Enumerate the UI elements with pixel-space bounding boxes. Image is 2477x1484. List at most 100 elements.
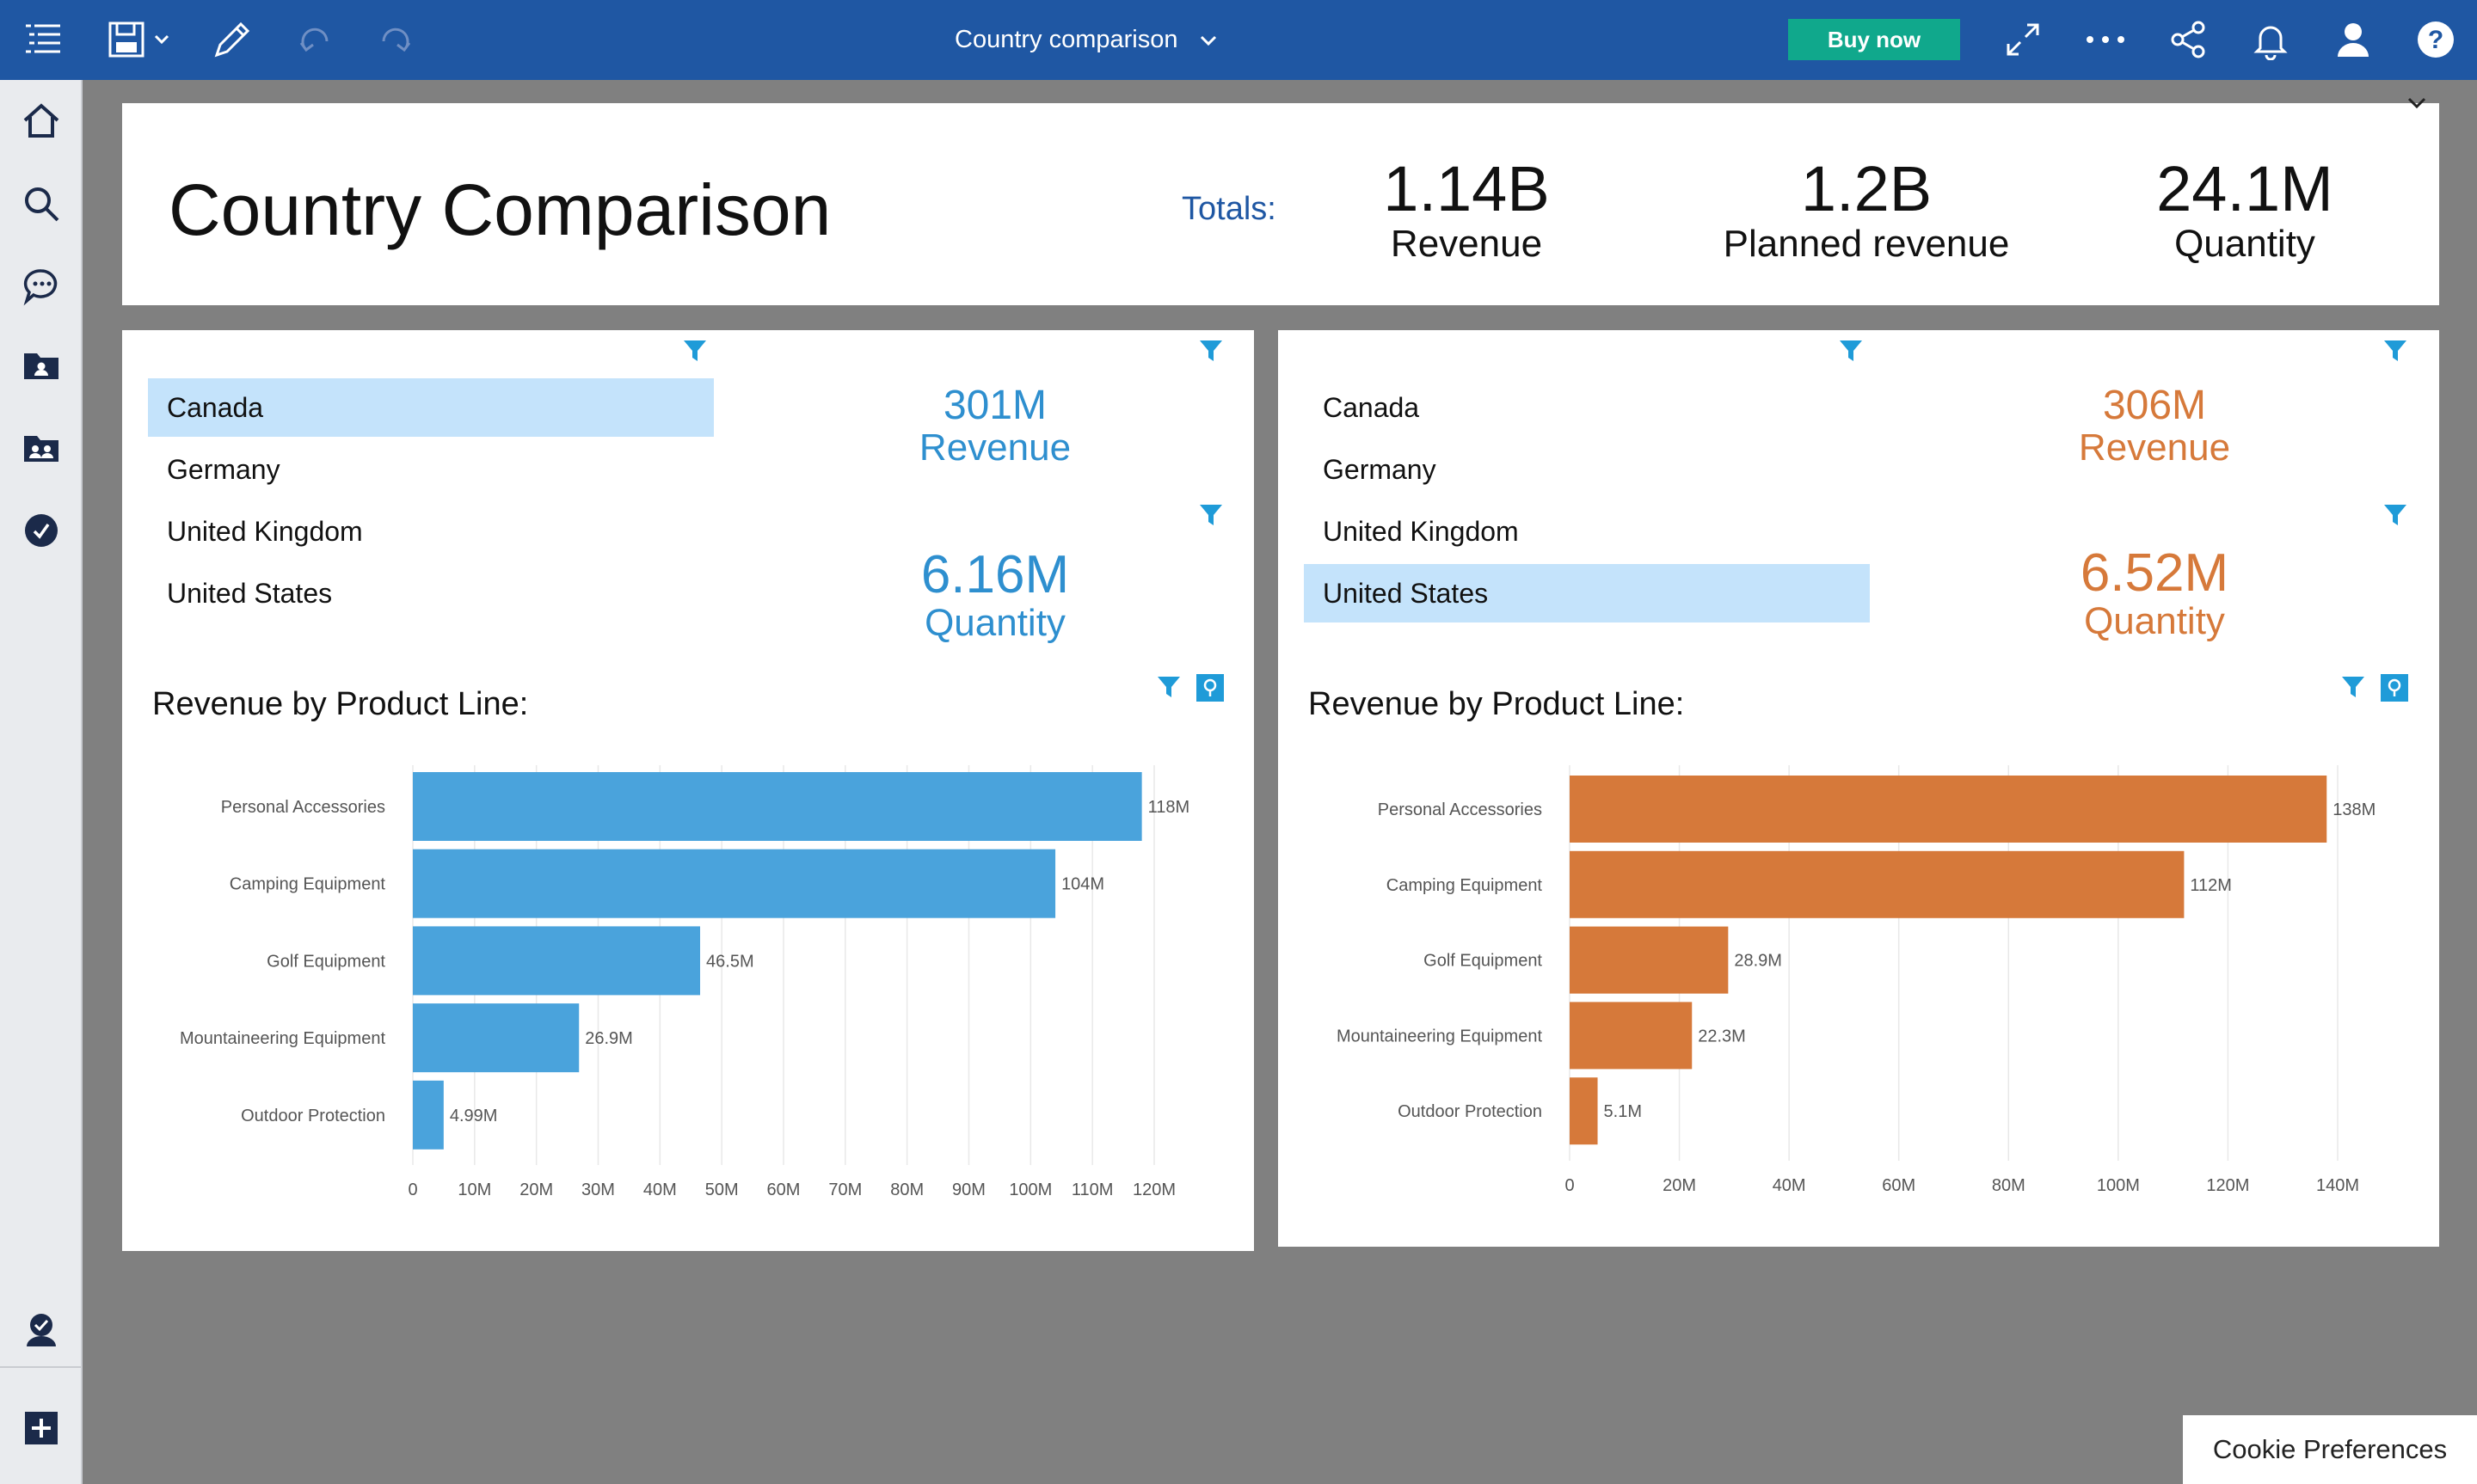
x-tick-label: 10M — [458, 1180, 491, 1199]
data-label: 28.9M — [1734, 952, 1782, 971]
rail-divider — [0, 1366, 83, 1368]
edit-button[interactable] — [205, 15, 260, 64]
x-tick-label: 0 — [408, 1180, 417, 1199]
data-label: 4.99M — [450, 1107, 498, 1125]
more-options-button[interactable] — [2078, 15, 2133, 64]
cookie-preferences-button[interactable]: Cookie Preferences — [2183, 1415, 2477, 1484]
metric-label: Revenue — [2078, 426, 2231, 469]
filter-icon[interactable] — [2340, 674, 2366, 700]
insights-icon[interactable] — [1196, 674, 1224, 702]
metric-value: 6.52M — [2080, 543, 2229, 603]
filter-icon[interactable] — [2382, 502, 2408, 528]
category-label: Outdoor Protection — [1398, 1102, 1542, 1121]
share-icon — [2171, 21, 2205, 58]
x-tick-label: 90M — [952, 1180, 986, 1199]
x-tick-label: 40M — [1773, 1176, 1806, 1195]
bar-chart-svg: 0 10M 20M 30M 40M 50M 60M 70M 80M 90M 100M 110M 120M… — [180, 765, 1189, 1199]
x-tick-label: 100M — [2097, 1176, 2140, 1195]
country-item[interactable]: Canada — [1323, 391, 1420, 423]
country-item[interactable]: United Kingdom — [1323, 515, 1519, 547]
kpi-revenue: 1.14B Revenue — [1346, 155, 1587, 265]
country-item[interactable]: Germany — [1323, 453, 1436, 485]
team-content-button[interactable] — [0, 414, 83, 482]
dashboard-title-dropdown[interactable]: Country comparison — [955, 0, 1230, 80]
filter-icon[interactable] — [1838, 338, 1864, 364]
bar — [413, 849, 1056, 918]
expand-icon — [2007, 23, 2039, 56]
dashboard-title: Country comparison — [955, 26, 1178, 53]
recent-button[interactable] — [0, 496, 83, 565]
my-content-button[interactable] — [0, 331, 83, 400]
svg-text:?: ? — [2428, 26, 2443, 54]
folder-team-icon — [24, 436, 58, 462]
bar — [1570, 1002, 1693, 1070]
filter-icon[interactable] — [1156, 674, 1182, 700]
bar — [413, 772, 1142, 841]
category-label: Golf Equipment — [267, 952, 385, 971]
country-item[interactable]: Germany — [167, 453, 280, 485]
insights-icon[interactable] — [2381, 674, 2408, 702]
search-button[interactable] — [0, 169, 83, 238]
chevron-down-icon — [1200, 35, 1216, 46]
kpi-value: 1.2B — [1800, 153, 1933, 224]
data-label: 5.1M — [1604, 1102, 1642, 1121]
metric-value: 306M — [2102, 383, 2207, 428]
save-button[interactable] — [100, 15, 177, 64]
chevron-down-icon[interactable] — [2406, 95, 2428, 112]
chat-icon — [23, 269, 58, 306]
left-chart-title: Revenue by Product Line: — [152, 686, 529, 722]
share-button[interactable] — [2160, 15, 2216, 64]
kpi-value: 1.14B — [1383, 153, 1550, 224]
notifications-button[interactable] — [2243, 15, 2298, 64]
plus-icon — [25, 1412, 58, 1444]
undo-icon — [299, 28, 329, 52]
data-label: 26.9M — [585, 1029, 633, 1048]
metric-label: Revenue — [919, 426, 1072, 469]
filter-icon[interactable] — [1198, 502, 1224, 528]
clock-icon — [25, 514, 58, 547]
filter-icon[interactable] — [682, 338, 708, 364]
right-chart-title: Revenue by Product Line: — [1308, 686, 1685, 722]
kpi-quantity: 24.1M Quantity — [2124, 155, 2365, 265]
country-item[interactable]: United Kingdom — [167, 515, 363, 547]
category-label: Personal Accessories — [1378, 800, 1542, 819]
left-bar-chart: 0 10M 20M 30M 40M 50M 60M 70M 80M 90M 100M 110M 120M… — [122, 739, 1254, 1221]
country-item[interactable]: United States — [1304, 564, 1870, 622]
search-icon — [25, 187, 59, 222]
data-label: 138M — [2333, 800, 2376, 819]
x-tick-label: 0 — [1564, 1176, 1574, 1195]
header-card — [122, 103, 2439, 305]
category-label: Camping Equipment — [1386, 876, 1543, 895]
buy-now-button[interactable]: Buy now — [1788, 19, 1960, 60]
assistant-button[interactable] — [0, 252, 83, 321]
menu-button[interactable] — [15, 15, 71, 64]
bar — [1570, 776, 2327, 843]
fullscreen-button[interactable] — [1995, 15, 2050, 64]
bar — [1570, 926, 1729, 994]
right-bar-chart: 0 20M 40M 60M 80M 100M 120M 140M Personal Access… — [1278, 739, 2439, 1221]
country-item[interactable]: Canada — [148, 378, 714, 437]
help-icon: ? — [2418, 21, 2454, 58]
help-button[interactable]: ? — [2408, 15, 2463, 64]
x-tick-label: 120M — [2206, 1176, 2249, 1195]
x-tick-label: 20M — [1663, 1176, 1696, 1195]
x-tick-label: 70M — [828, 1180, 862, 1199]
x-tick-label: 100M — [1009, 1180, 1052, 1199]
category-label: Personal Accessories — [221, 798, 385, 817]
data-label: 112M — [2190, 876, 2232, 895]
home-button[interactable] — [0, 87, 83, 156]
user-account-button[interactable] — [2326, 15, 2381, 64]
new-button[interactable] — [0, 1394, 83, 1463]
metric-label: Quantity — [2084, 600, 2225, 642]
kpi-label: Planned revenue — [1723, 223, 2010, 265]
filter-icon[interactable] — [1198, 338, 1224, 364]
redo-button[interactable] — [368, 15, 423, 64]
x-tick-label: 80M — [1992, 1176, 2025, 1195]
metric-label: Quantity — [925, 602, 1066, 644]
filter-icon[interactable] — [2382, 338, 2408, 364]
x-tick-label: 30M — [581, 1180, 615, 1199]
bar — [413, 1080, 444, 1150]
country-item[interactable]: United States — [167, 577, 333, 609]
admin-button[interactable] — [0, 1296, 83, 1364]
undo-button[interactable] — [287, 15, 342, 64]
